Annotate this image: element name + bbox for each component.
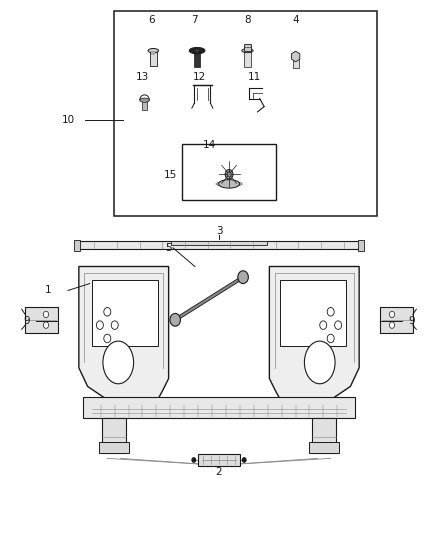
Ellipse shape — [227, 172, 231, 177]
Circle shape — [327, 334, 334, 343]
Circle shape — [389, 311, 395, 318]
Circle shape — [243, 458, 246, 462]
Text: 3: 3 — [215, 226, 223, 236]
Bar — [244, 44, 251, 51]
Circle shape — [104, 334, 111, 343]
Bar — [83, 397, 355, 418]
Bar — [151, 51, 155, 55]
Polygon shape — [79, 266, 169, 400]
Text: 11: 11 — [247, 72, 261, 82]
Ellipse shape — [189, 47, 205, 54]
Circle shape — [335, 321, 342, 329]
Text: 8: 8 — [244, 15, 251, 25]
Ellipse shape — [148, 49, 159, 53]
Circle shape — [104, 308, 111, 316]
Bar — [99, 442, 129, 453]
Bar — [74, 240, 80, 251]
Bar — [77, 241, 361, 249]
Circle shape — [238, 271, 248, 284]
Bar — [309, 442, 339, 453]
Ellipse shape — [304, 341, 335, 384]
Circle shape — [111, 321, 118, 329]
Text: 7: 7 — [191, 15, 198, 25]
Text: 2: 2 — [215, 467, 223, 477]
Circle shape — [43, 322, 49, 328]
Ellipse shape — [242, 49, 253, 53]
Bar — [312, 418, 336, 453]
Text: 12: 12 — [193, 72, 206, 82]
Bar — [280, 280, 346, 346]
Polygon shape — [291, 51, 300, 62]
Bar — [102, 418, 126, 453]
Text: 10: 10 — [61, 115, 74, 125]
Circle shape — [192, 458, 195, 462]
Bar — [182, 144, 276, 200]
Text: 9: 9 — [408, 316, 415, 326]
Circle shape — [320, 321, 327, 329]
Bar — [142, 100, 147, 110]
Ellipse shape — [225, 169, 233, 179]
Ellipse shape — [195, 49, 199, 52]
Bar — [194, 52, 200, 67]
Bar — [358, 240, 364, 251]
Text: 15: 15 — [164, 170, 177, 180]
Text: 1: 1 — [45, 286, 52, 295]
Ellipse shape — [103, 341, 134, 384]
Ellipse shape — [140, 98, 149, 102]
Bar — [244, 52, 251, 67]
Text: 4: 4 — [292, 15, 299, 25]
Bar — [171, 241, 267, 245]
Text: 13: 13 — [136, 72, 149, 82]
Bar — [293, 56, 299, 68]
Circle shape — [96, 321, 103, 329]
Bar — [198, 454, 240, 466]
Circle shape — [389, 322, 395, 328]
Bar — [150, 51, 157, 66]
Ellipse shape — [219, 180, 240, 188]
Text: 6: 6 — [148, 15, 155, 25]
Circle shape — [170, 313, 180, 326]
Polygon shape — [269, 266, 359, 400]
Bar — [114, 11, 377, 216]
Text: 9: 9 — [23, 316, 30, 326]
Text: 14: 14 — [203, 140, 216, 150]
Bar — [380, 307, 413, 333]
Text: 5: 5 — [165, 243, 172, 253]
Circle shape — [43, 311, 49, 318]
Ellipse shape — [216, 181, 242, 187]
Circle shape — [327, 308, 334, 316]
Bar — [25, 307, 58, 333]
Bar — [92, 280, 158, 346]
